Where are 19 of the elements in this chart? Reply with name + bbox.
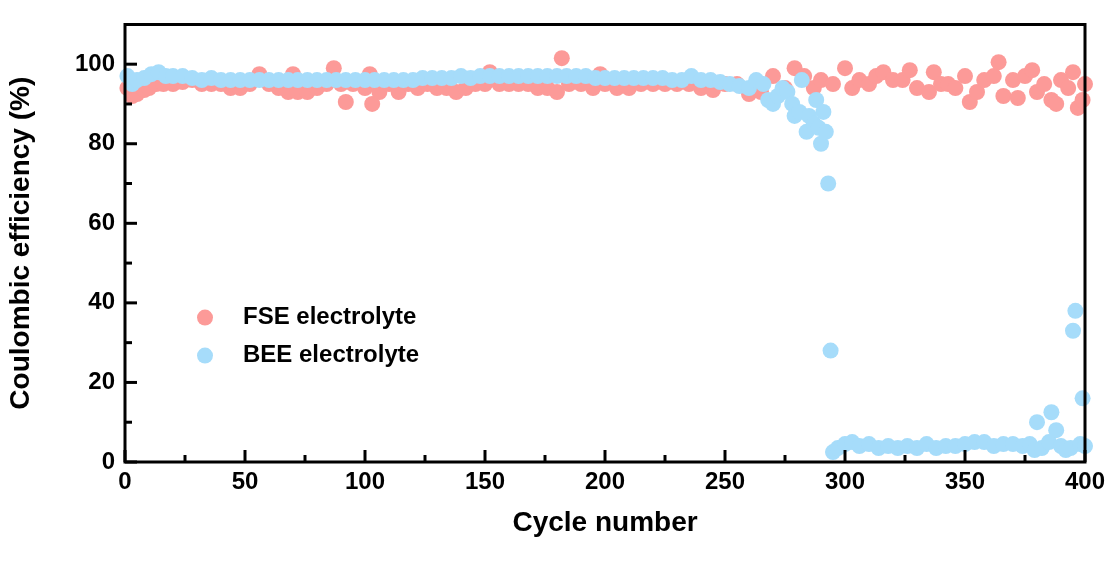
x-tick-label: 200 [584,467,626,495]
x-tick-label: 150 [464,467,506,495]
legend-label: BEE electrolyte [243,340,420,368]
x-tick-label: 300 [824,467,866,495]
x-tick-label: 350 [944,467,986,495]
y-axis-title: Coulombic efficiency (%) [3,76,35,410]
x-axis-title: Cycle number [512,505,698,537]
y-tick-label: 40 [88,287,115,315]
y-tick-label: 0 [101,446,115,474]
y-tick-label: 60 [88,207,115,235]
y-tick-label: 20 [88,367,115,395]
x-tick-label: 400 [1064,467,1106,495]
y-tick-label: 80 [88,128,115,156]
x-tick-label: 50 [231,467,259,495]
y-tick-label: 100 [74,48,115,76]
x-tick-label: 0 [118,467,132,495]
x-tick-label: 250 [704,467,746,495]
x-tick-label: 100 [344,467,386,495]
legend-label: FSE electrolyte [243,302,417,330]
